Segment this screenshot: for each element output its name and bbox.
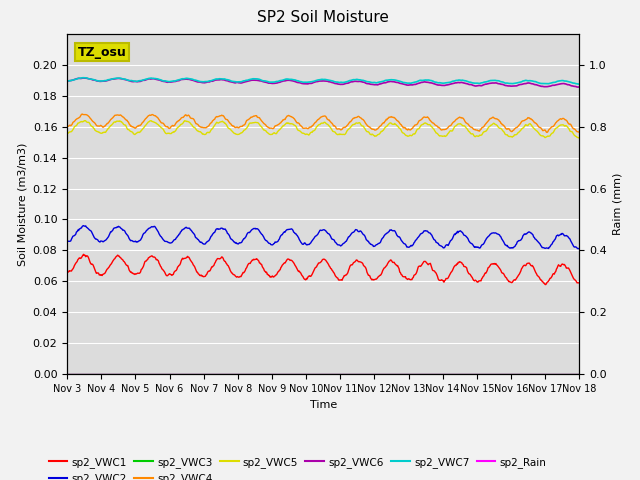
Y-axis label: Soil Moisture (m3/m3): Soil Moisture (m3/m3) xyxy=(17,142,27,266)
Y-axis label: Raim (mm): Raim (mm) xyxy=(612,173,622,235)
Text: TZ_osu: TZ_osu xyxy=(77,46,126,59)
Legend: sp2_VWC1, sp2_VWC2, sp2_VWC3, sp2_VWC4, sp2_VWC5, sp2_VWC6, sp2_VWC7, sp2_Rain: sp2_VWC1, sp2_VWC2, sp2_VWC3, sp2_VWC4, … xyxy=(45,453,550,480)
X-axis label: Time: Time xyxy=(310,400,337,409)
Title: SP2 Soil Moisture: SP2 Soil Moisture xyxy=(257,11,389,25)
